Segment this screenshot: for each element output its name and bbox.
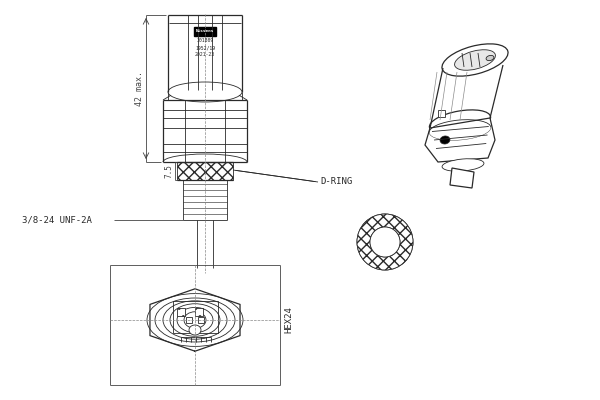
Text: 2021-23: 2021-23 [195,52,215,58]
Ellipse shape [430,110,491,134]
Text: HEX24: HEX24 [284,306,293,334]
Bar [198,317,204,323]
Ellipse shape [189,325,201,335]
Text: 7.5: 7.5 [165,164,174,178]
Text: 1952/19: 1952/19 [195,46,215,50]
Text: 301809: 301809 [196,38,214,44]
Wedge shape [357,214,413,270]
Text: 3/8-24 UNF-2A: 3/8-24 UNF-2A [22,216,92,224]
Polygon shape [425,118,495,162]
Ellipse shape [440,136,450,144]
Bar [186,317,192,323]
Bar [177,308,185,316]
Circle shape [370,227,400,257]
Ellipse shape [442,44,508,76]
Circle shape [357,214,413,270]
Ellipse shape [455,50,496,70]
Text: 42 max.: 42 max. [135,71,144,106]
Ellipse shape [486,55,494,61]
Bar [177,162,233,180]
Bar [173,301,218,333]
Text: Nissens: Nissens [196,30,214,34]
Text: D-RING: D-RING [320,178,352,186]
Ellipse shape [442,159,484,171]
Bar [194,27,216,36]
Bar [195,308,203,316]
Polygon shape [450,168,474,188]
Bar [438,110,445,117]
